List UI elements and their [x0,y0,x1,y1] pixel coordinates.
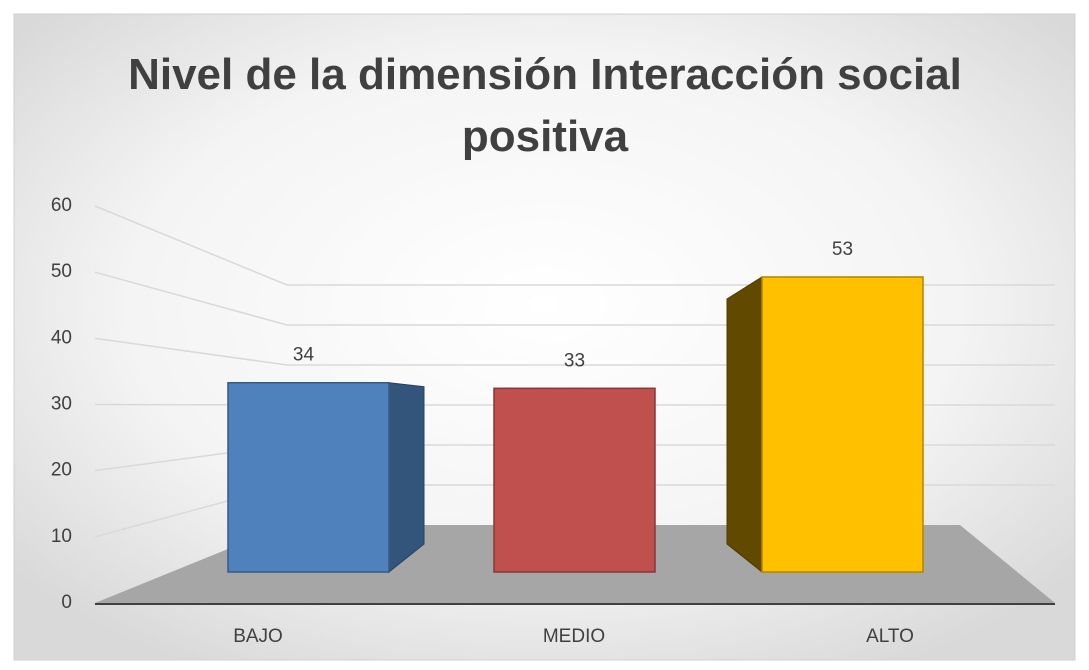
y-tick-label: 0 [61,592,72,613]
y-tick-label: 50 [51,261,72,282]
x-tick-label: BAJO [233,626,283,647]
data-label: 53 [832,239,853,260]
bar-side [388,382,425,574]
y-tick-label: 60 [51,195,72,216]
y-tick-label: 40 [51,327,72,348]
bar [761,276,924,573]
bar-side [726,276,763,574]
x-tick-label: MEDIO [543,626,605,647]
data-label: 33 [564,350,585,371]
data-label: 34 [293,345,315,366]
bar [227,381,390,573]
y-tick-label: 10 [51,526,72,547]
y-tick-label: 30 [51,394,72,415]
bar [493,387,656,573]
y-tick-label: 20 [51,460,72,481]
x-tick-label: ALTO [866,626,914,647]
chart-title: Nivel de la dimensión Interacción social… [128,50,962,161]
